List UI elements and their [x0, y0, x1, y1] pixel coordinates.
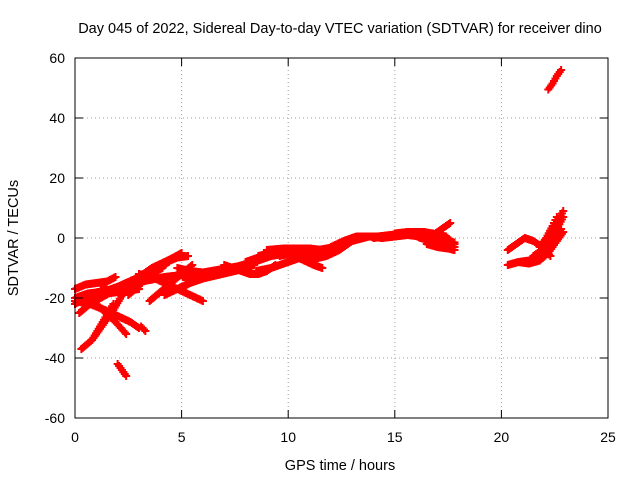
- data-point: [120, 328, 129, 337]
- data-point: [546, 252, 555, 260]
- x-axis-label: GPS time / hours: [285, 458, 395, 474]
- grid: [75, 58, 608, 418]
- x-tick-label: 10: [280, 429, 296, 445]
- data-point: [183, 252, 192, 260]
- series-arc-8: [85, 294, 131, 338]
- y-axis-label: SDTVAR / TECUs: [6, 180, 22, 296]
- y-tick-label: -60: [45, 410, 65, 426]
- data-point: [446, 219, 455, 227]
- axis-ticks: [74, 57, 609, 419]
- data-point: [122, 372, 131, 380]
- series-arc-44: [540, 207, 568, 251]
- data-point: [559, 228, 568, 236]
- y-tick-label: 40: [49, 110, 65, 126]
- x-tick-label: 5: [178, 429, 186, 445]
- data-point: [198, 297, 207, 305]
- y-tick-label: 60: [49, 50, 65, 66]
- data-point: [141, 327, 150, 335]
- data-point: [318, 264, 327, 272]
- series-arc-10: [113, 360, 131, 380]
- x-tick-label: 25: [600, 429, 616, 445]
- series-arc-1: [71, 273, 120, 293]
- data-point: [139, 325, 148, 334]
- data-point: [545, 250, 554, 259]
- data-point: [309, 247, 318, 256]
- x-tick-label: 15: [387, 429, 403, 445]
- data-point: [559, 207, 568, 215]
- y-tick-label: 0: [57, 230, 65, 246]
- data-point: [450, 246, 459, 254]
- data-points: [71, 66, 568, 380]
- x-tick-label: 20: [494, 429, 510, 445]
- series-arc-38: [422, 240, 459, 254]
- series-arc-9: [137, 322, 150, 335]
- y-tick-label: -40: [45, 350, 65, 366]
- tick-labels: 0 5 10 15 20 25 -60 -40 -20 0 20 40 60: [45, 50, 616, 445]
- series-arc-31: [284, 237, 357, 263]
- data-point: [111, 273, 120, 281]
- chart-title: Day 045 of 2022, Sidereal Day-to-day VTE…: [78, 21, 602, 37]
- x-tick-label: 0: [71, 429, 79, 445]
- data-point: [557, 66, 566, 74]
- y-tick-label: -20: [45, 290, 65, 306]
- data-point: [122, 330, 131, 338]
- y-tick-label: 20: [49, 170, 65, 186]
- series-arc-45: [544, 66, 566, 94]
